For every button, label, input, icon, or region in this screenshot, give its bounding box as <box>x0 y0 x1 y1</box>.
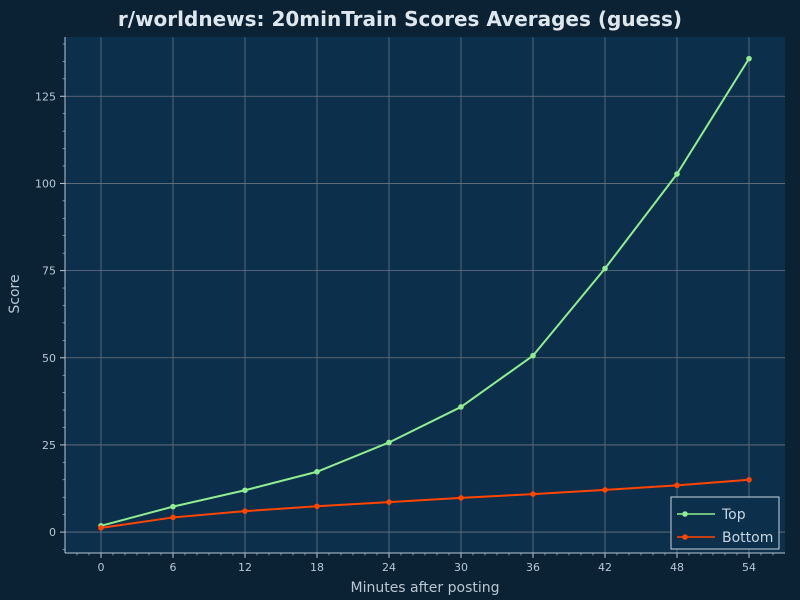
y-axis-label: Score <box>7 274 23 313</box>
axis-layer: 0 6 12 18 24 30 36 42 48 54 0 25 50 75 100 125 <box>35 37 785 574</box>
y-tick-label: 100 <box>35 177 56 190</box>
data-point-bottom <box>530 491 536 497</box>
data-point-bottom <box>674 482 680 489</box>
data-point-top <box>242 487 248 494</box>
x-tick-label: 54 <box>742 561 756 574</box>
x-tick-label: 36 <box>526 561 540 574</box>
data-point-bottom <box>242 508 248 514</box>
legend-box <box>670 496 780 550</box>
y-tick-label: 50 <box>42 352 56 365</box>
x-axis-label: Minutes after posting <box>350 580 499 596</box>
series-layer <box>98 55 752 531</box>
x-tick-label: 0 <box>98 561 105 574</box>
data-point-top <box>674 171 680 177</box>
series-line-bottom <box>100 478 750 529</box>
x-tick-label: 42 <box>598 561 612 574</box>
grid-layer <box>65 37 785 553</box>
data-point-top <box>170 503 176 510</box>
legend-marker-top <box>682 511 688 517</box>
data-point-bottom <box>314 503 320 510</box>
data-point-top <box>386 439 392 446</box>
x-tick-label: 30 <box>454 561 468 574</box>
data-point-bottom <box>602 487 608 493</box>
x-tick-label: 24 <box>382 561 396 574</box>
y-tick-label: 75 <box>42 265 56 278</box>
data-point-top <box>746 55 752 62</box>
legend: Top Bottom <box>670 496 780 550</box>
plot-area <box>65 37 785 553</box>
data-point-bottom <box>170 514 176 521</box>
y-tick-label: 25 <box>42 439 56 452</box>
data-point-bottom <box>746 476 752 483</box>
x-tick-label: 6 <box>170 561 177 574</box>
chart-title: r/worldnews: 20minTrain Scores Averages … <box>118 7 682 31</box>
data-point-bottom <box>458 495 464 501</box>
legend-label-top: Top <box>721 507 746 523</box>
y-tick-label: 0 <box>49 526 56 539</box>
x-tick-label: 12 <box>238 561 252 574</box>
series-line-top <box>100 58 750 527</box>
data-point-top <box>602 265 608 272</box>
data-point-bottom <box>98 525 104 531</box>
data-point-bottom <box>386 499 392 505</box>
y-tick-label: 125 <box>35 90 56 103</box>
legend-marker-bottom <box>682 534 688 540</box>
x-tick-label: 18 <box>310 561 324 574</box>
data-point-top <box>458 404 464 410</box>
data-point-top <box>530 352 536 359</box>
x-tick-label: 48 <box>670 561 684 574</box>
legend-label-bottom: Bottom <box>722 530 773 546</box>
data-point-top <box>314 468 320 475</box>
